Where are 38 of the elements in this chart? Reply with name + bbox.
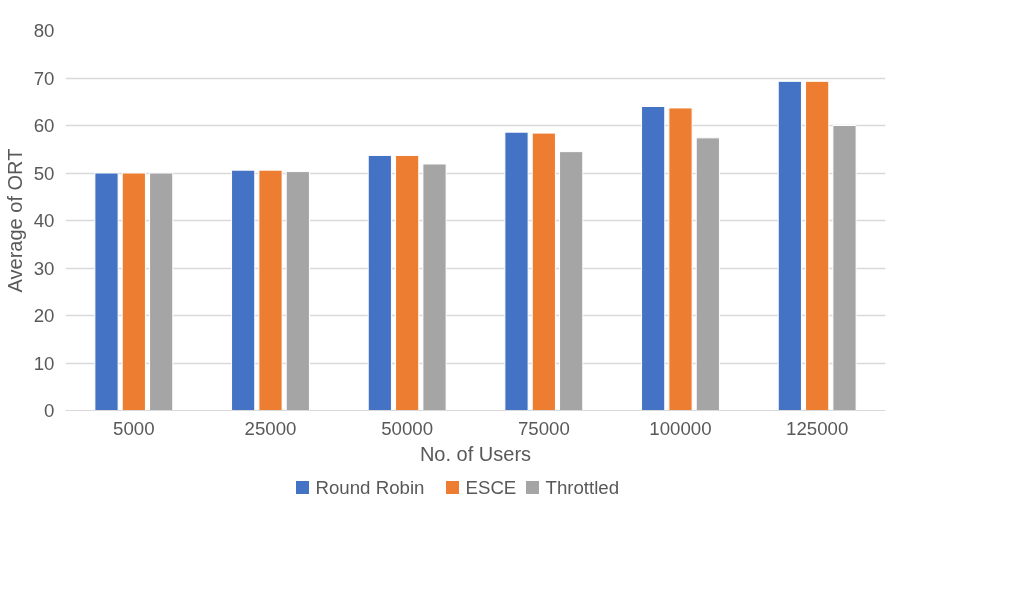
bar (94, 172, 119, 411)
legend-label: Round Robin (315, 477, 425, 498)
y-tick-label: 70 (33, 67, 55, 89)
y-tick-label: 20 (33, 305, 55, 326)
x-tick-label: 75000 (517, 417, 570, 439)
bar (422, 163, 447, 411)
legend-label: ESCE (465, 477, 517, 498)
bar (695, 137, 720, 411)
y-tick-label: 0 (44, 400, 55, 421)
bar (805, 80, 830, 411)
y-tick-label: 10 (33, 352, 55, 374)
x-axis-title: No. of Users (419, 442, 532, 465)
bar (231, 169, 256, 411)
y-tick-label: 40 (33, 210, 55, 231)
y-tick-label: 30 (33, 257, 55, 279)
bar (531, 132, 556, 411)
x-tick-label: 100000 (649, 417, 712, 439)
bar (258, 169, 283, 411)
y-tick-label: 50 (33, 162, 55, 184)
bar (559, 151, 584, 411)
bar (367, 154, 392, 411)
bar (777, 80, 802, 411)
x-tick-label: 25000 (244, 417, 297, 439)
bar (668, 107, 693, 411)
x-tick-label: 125000 (786, 417, 849, 439)
x-tick-label: 5000 (113, 417, 155, 439)
x-tick-label: 50000 (381, 417, 434, 439)
y-tick-label: 60 (33, 115, 55, 136)
bar (149, 172, 174, 411)
bar (504, 131, 529, 411)
bar (395, 154, 420, 411)
bar (285, 171, 310, 411)
y-tick-label: 80 (33, 20, 55, 41)
y-axis-title: Average of ORT (3, 148, 26, 293)
bar (832, 125, 857, 411)
bar (641, 106, 666, 411)
legend-label: Throttled (545, 477, 620, 498)
bar (121, 172, 146, 411)
